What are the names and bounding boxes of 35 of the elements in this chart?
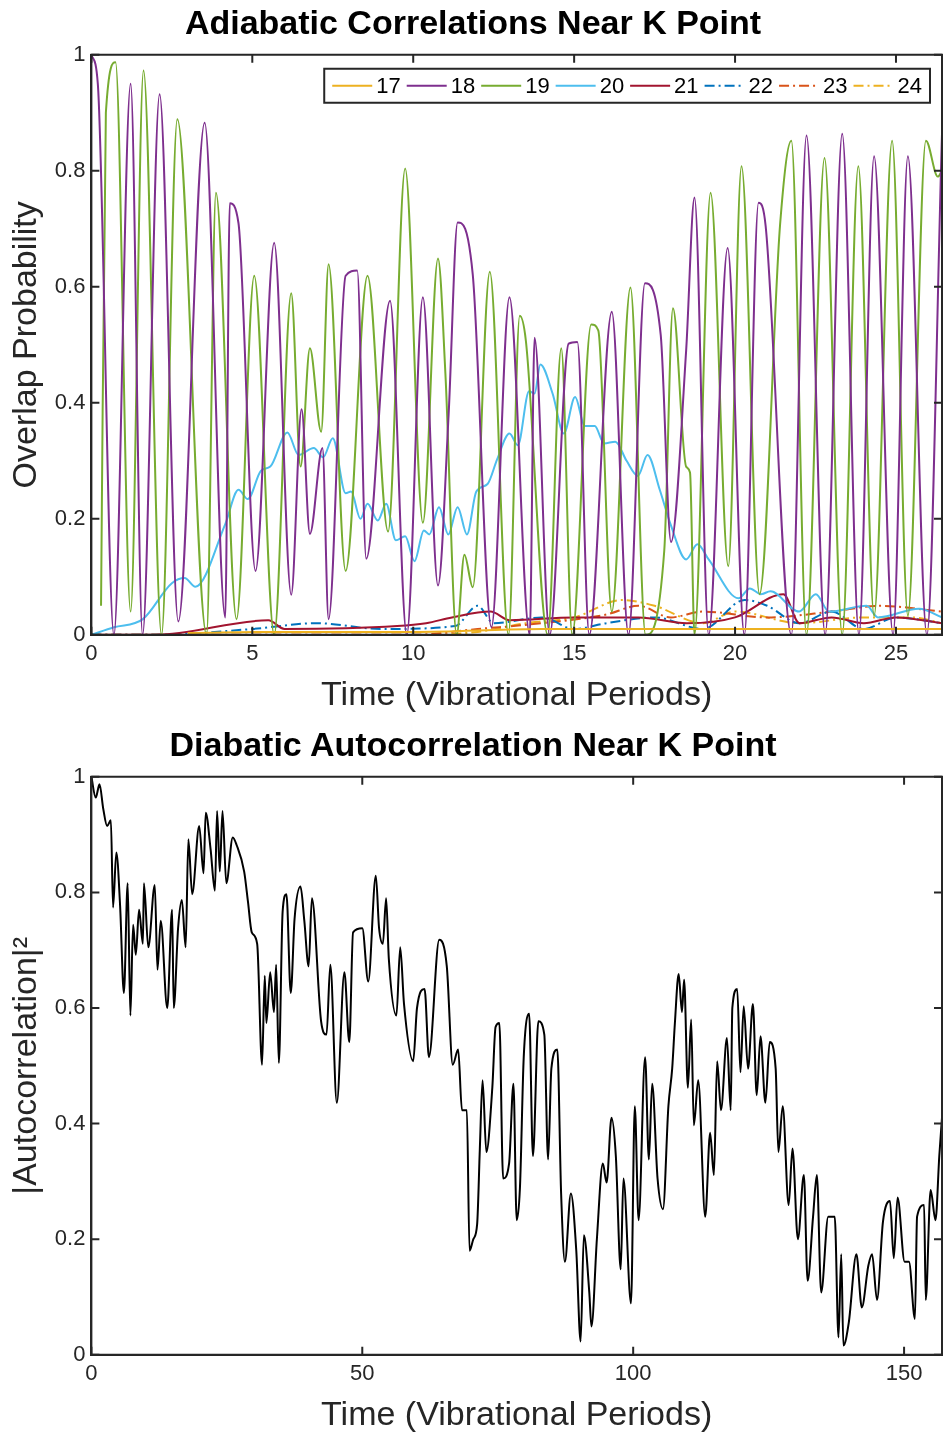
legend-label: 24 [897, 72, 923, 98]
x-tick-label: 15 [561, 640, 587, 666]
legend-label: 20 [599, 72, 625, 98]
y-tick-label: 0.2 [54, 1225, 86, 1251]
x-tick-label: 50 [350, 1360, 375, 1386]
chart-title: Diabatic Autocorrelation Near K Point [169, 724, 777, 763]
y-tick-label: 0.2 [54, 504, 86, 530]
x-tick-label: 20 [722, 640, 748, 666]
y-tick-label: 0.8 [54, 156, 86, 182]
legend-label: 18 [450, 72, 476, 98]
legend-label: 23 [823, 72, 848, 98]
x-tick-label: 25 [883, 640, 909, 666]
x-tick-label: 150 [885, 1360, 923, 1386]
y-tick-label: 1 [73, 40, 86, 66]
legend-label: 19 [525, 72, 550, 98]
legend-label: 17 [376, 72, 401, 98]
y-tick-label: 0 [73, 620, 86, 646]
line-series [91, 776, 942, 1347]
y-tick-label: 0.6 [54, 994, 86, 1020]
x-tick-label: 10 [400, 640, 426, 666]
x-tick-label: 5 [246, 640, 259, 666]
x-axis-title: Time (Vibrational Periods) [321, 1393, 713, 1432]
y-tick-label: 0 [73, 1340, 86, 1366]
x-axis-title: Time (Vibrational Periods) [321, 673, 713, 712]
legend-label: 22 [748, 72, 774, 98]
y-axis-title: Overlap Probability [4, 201, 43, 489]
x-tick-label: 100 [614, 1360, 652, 1386]
y-tick-label: 0.4 [54, 1109, 86, 1135]
y-tick-label: 0.6 [54, 272, 86, 298]
legend-label: 21 [674, 72, 699, 98]
y-tick-label: 0.8 [54, 878, 86, 904]
chart-title: Adiabatic Correlations Near K Point [184, 2, 762, 41]
y-axis-title: |Autocorrelation|² [4, 936, 43, 1195]
y-tick-label: 0.4 [54, 388, 86, 414]
y-tick-label: 1 [73, 762, 86, 788]
